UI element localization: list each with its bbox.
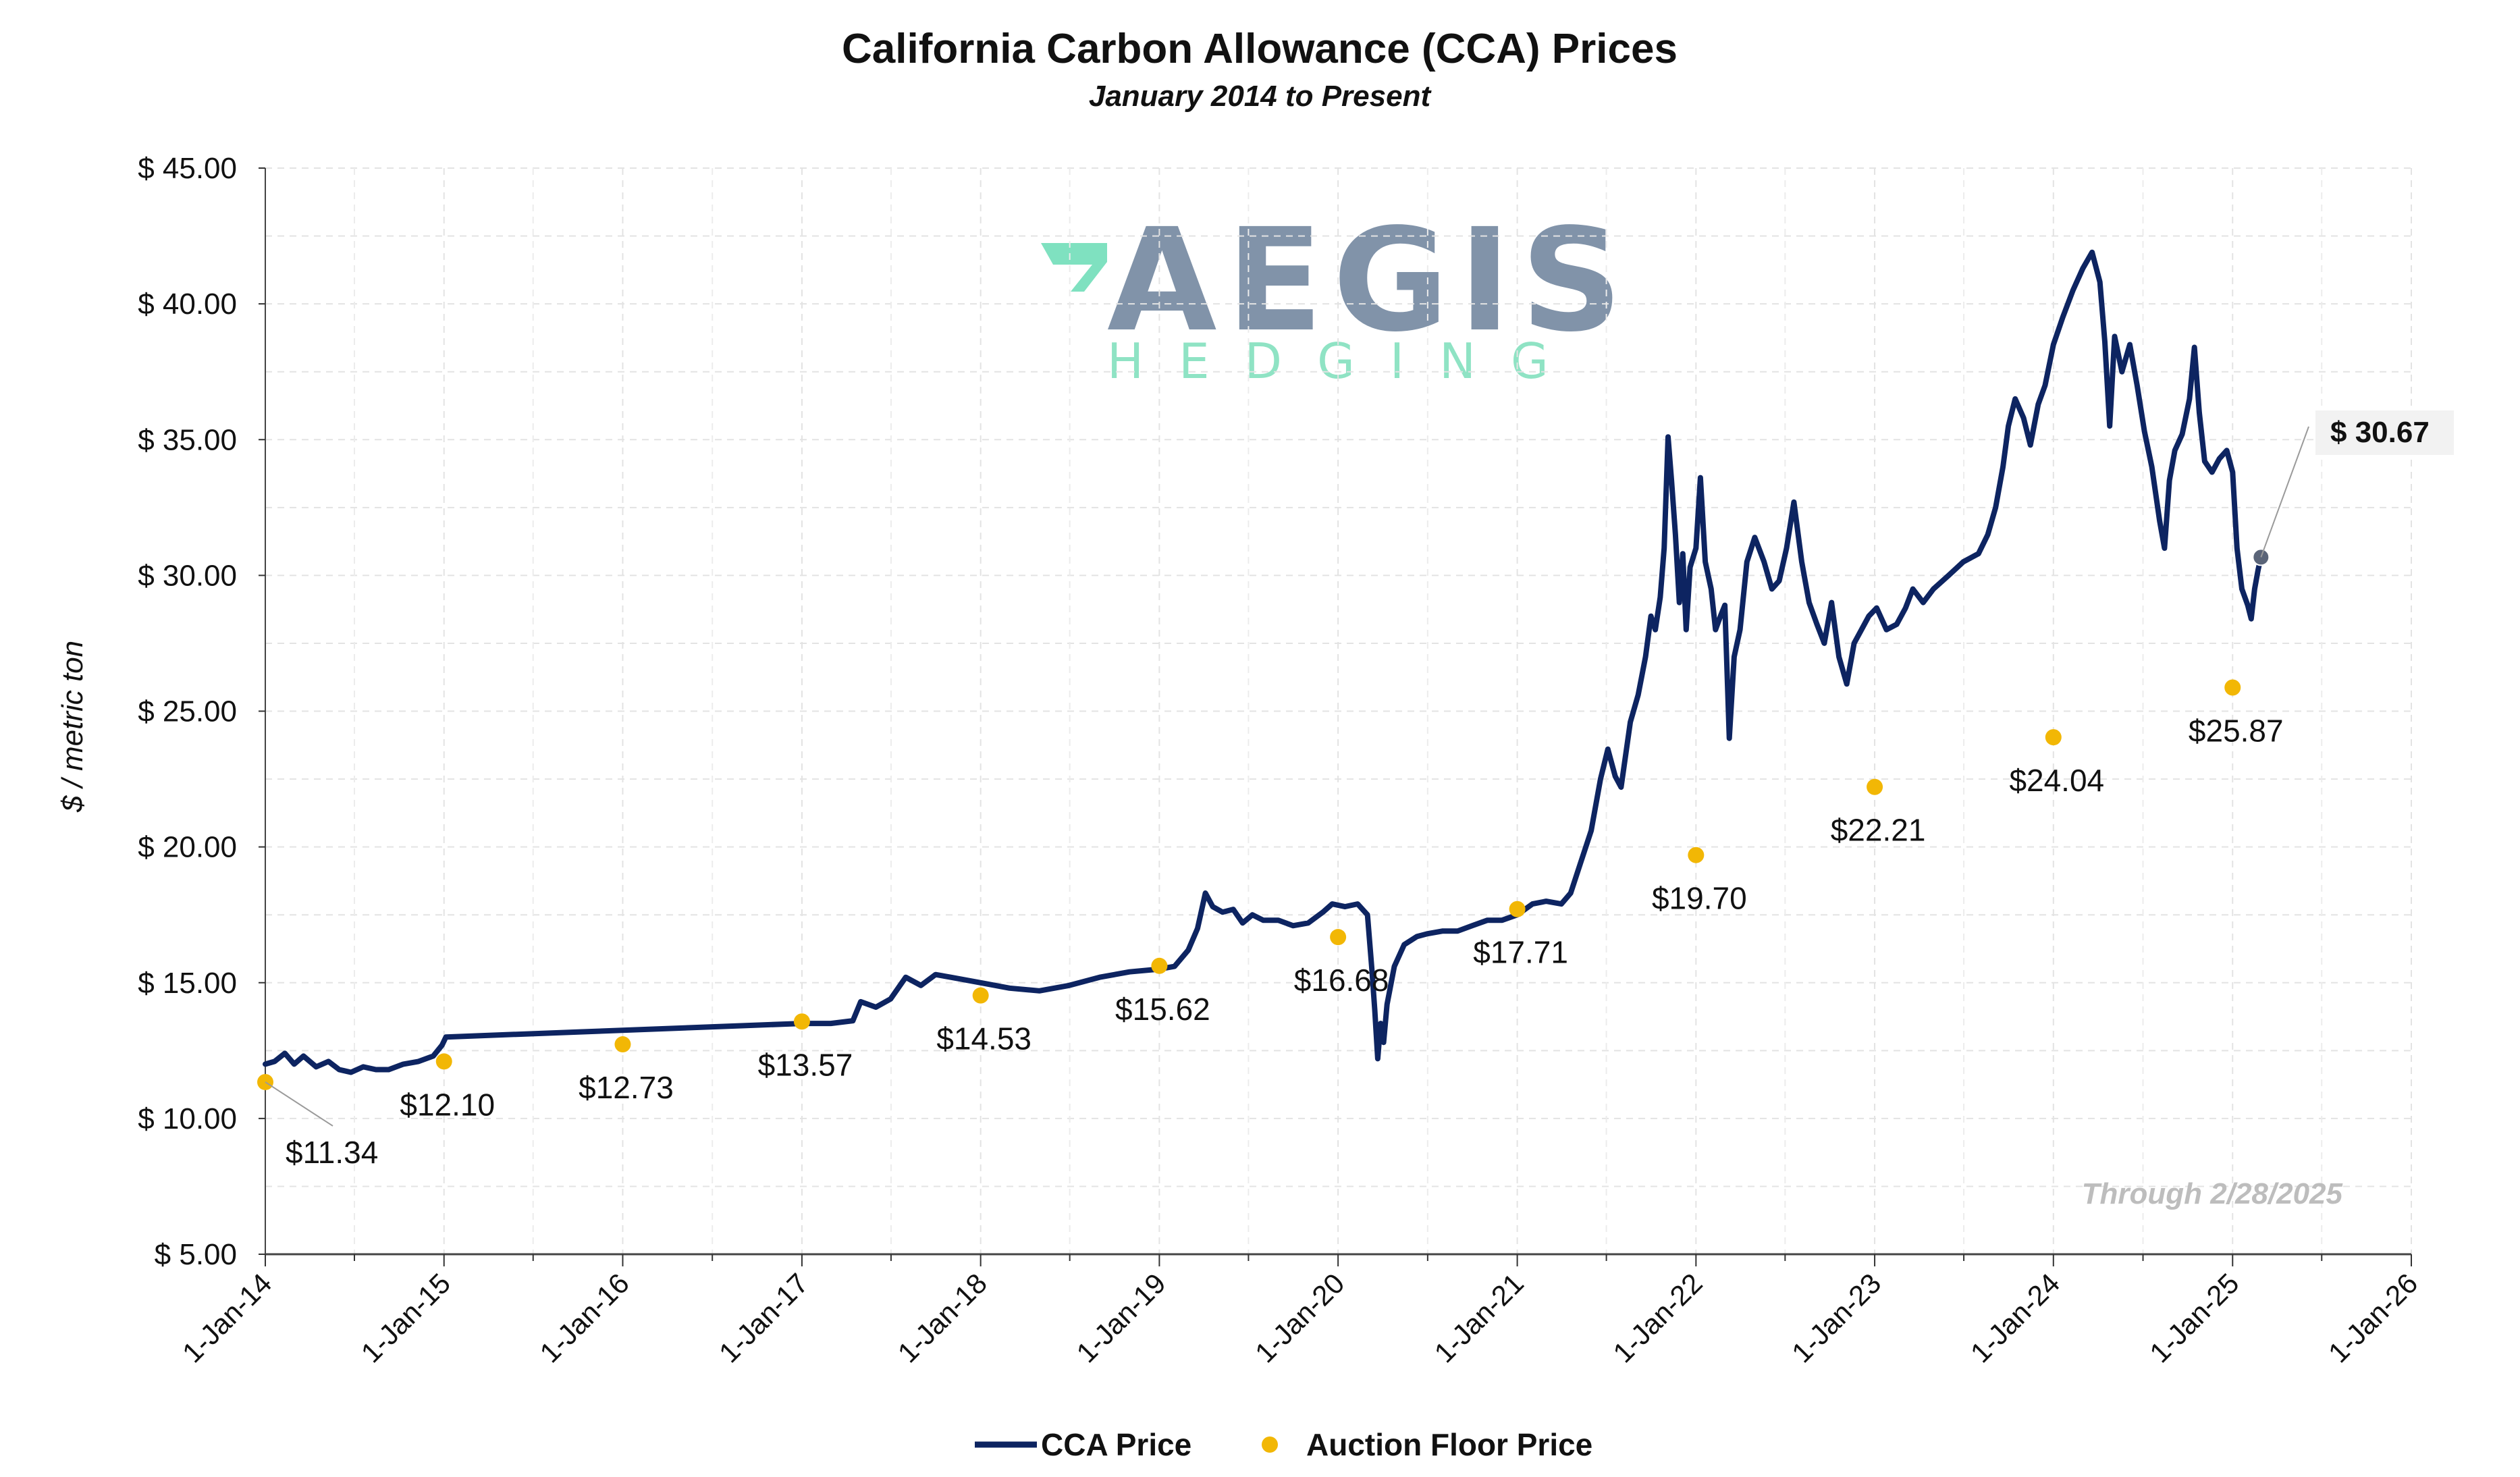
floor-price-label: $22.21 xyxy=(1831,813,1926,848)
floor-price-point xyxy=(1509,901,1526,917)
floor-label-leader xyxy=(265,1081,333,1127)
y-tick-label: $ 30.00 xyxy=(138,559,237,592)
watermark-logo: AEGIS HEDGING xyxy=(1041,198,1632,390)
y-axis-label: $ / metric ton xyxy=(56,641,89,813)
floor-price-point xyxy=(2045,729,2062,746)
floor-price-label: $12.73 xyxy=(579,1070,674,1105)
floor-price-label: $19.70 xyxy=(1652,881,1747,916)
floor-price-label: $16.68 xyxy=(1294,963,1389,998)
x-tick-label: 1-Jan-18 xyxy=(892,1267,993,1368)
x-tick-label: 1-Jan-26 xyxy=(2322,1267,2423,1368)
logo-wordmark: AEGIS xyxy=(1107,198,1632,363)
legend-label-auction-floor-price: Auction Floor Price xyxy=(1306,1427,1592,1462)
floor-price-label: $24.04 xyxy=(2009,763,2104,798)
legend: CCA Price Auction Floor Price xyxy=(975,1427,1592,1462)
y-tick-label: $ 5.00 xyxy=(155,1238,237,1271)
floor-price-point xyxy=(972,987,989,1004)
chart-title: California Carbon Allowance (CCA) Prices xyxy=(842,26,1678,72)
floor-price-point xyxy=(1867,778,1883,795)
x-tick-label: 1-Jan-23 xyxy=(1786,1267,1887,1368)
last-value-leader xyxy=(2260,426,2309,558)
x-tick-label: 1-Jan-19 xyxy=(1070,1267,1171,1368)
x-tick-label: 1-Jan-16 xyxy=(533,1267,635,1368)
y-tick-label: $ 45.00 xyxy=(138,152,237,185)
y-axis-ticks: $ 5.00 $ 10.00 $ 15.00 $ 20.00 $ 25.00 $ 30.0… xyxy=(138,152,265,1271)
y-tick-label: $ 40.00 xyxy=(138,288,237,321)
y-tick-label: $ 20.00 xyxy=(138,831,237,864)
floor-price-label: $13.57 xyxy=(758,1047,853,1082)
x-tick-label: 1-Jan-20 xyxy=(1249,1267,1350,1368)
x-tick-label: 1-Jan-25 xyxy=(2143,1267,2245,1368)
last-value-label: $ 30.67 xyxy=(2330,416,2430,449)
x-axis-ticks: 1-Jan-14 1-Jan-15 1-Jan-16 1-Jan-17 1-Jan-18… xyxy=(176,1254,2423,1369)
legend-label-cca-price: CCA Price xyxy=(1041,1427,1191,1462)
floor-price-label: $12.10 xyxy=(400,1087,495,1122)
y-tick-label: $ 35.00 xyxy=(138,423,237,456)
floor-price-label: $15.62 xyxy=(1115,992,1210,1027)
y-tick-label: $ 10.00 xyxy=(138,1102,237,1135)
floor-price-point xyxy=(435,1053,452,1070)
floor-price-point xyxy=(1330,929,1347,946)
x-tick-label: 1-Jan-17 xyxy=(713,1267,814,1368)
legend-swatch-auction-floor-price xyxy=(1262,1436,1278,1453)
floor-price-label: $11.34 xyxy=(286,1135,378,1170)
last-value-box xyxy=(2315,410,2454,455)
x-tick-label: 1-Jan-21 xyxy=(1428,1267,1530,1368)
floor-price-point xyxy=(793,1013,810,1030)
floor-price-label: $14.53 xyxy=(936,1021,1031,1056)
x-tick-label: 1-Jan-15 xyxy=(355,1267,456,1368)
series-auction-floor-price: $11.34 $12.10 $12.73 $13.57 $14.53 $15.62 $16.… xyxy=(257,679,2284,1170)
floor-price-label: $17.71 xyxy=(1473,935,1568,970)
floor-price-point xyxy=(614,1036,631,1053)
series-cca-price xyxy=(263,249,2264,1075)
floor-price-point xyxy=(1688,847,1705,863)
logo-mark-icon xyxy=(1041,243,1107,292)
floor-price-label: $25.87 xyxy=(2189,714,2284,749)
floor-price-point xyxy=(2224,679,2241,696)
cca-price-line xyxy=(263,249,2264,1075)
through-date-note: Through 2/28/2025 xyxy=(2082,1177,2343,1210)
logo-tagline: HEDGING xyxy=(1107,333,1584,390)
y-tick-label: $ 25.00 xyxy=(138,695,237,728)
annotations: $ 30.67 xyxy=(265,410,2454,1127)
x-tick-label: 1-Jan-22 xyxy=(1607,1267,1708,1368)
floor-price-point xyxy=(1151,957,1168,974)
y-tick-label: $ 15.00 xyxy=(138,967,237,1000)
x-tick-label: 1-Jan-24 xyxy=(1964,1267,2066,1368)
x-tick-label: 1-Jan-14 xyxy=(176,1267,277,1368)
chart-subtitle: January 2014 to Present xyxy=(1089,80,1432,113)
